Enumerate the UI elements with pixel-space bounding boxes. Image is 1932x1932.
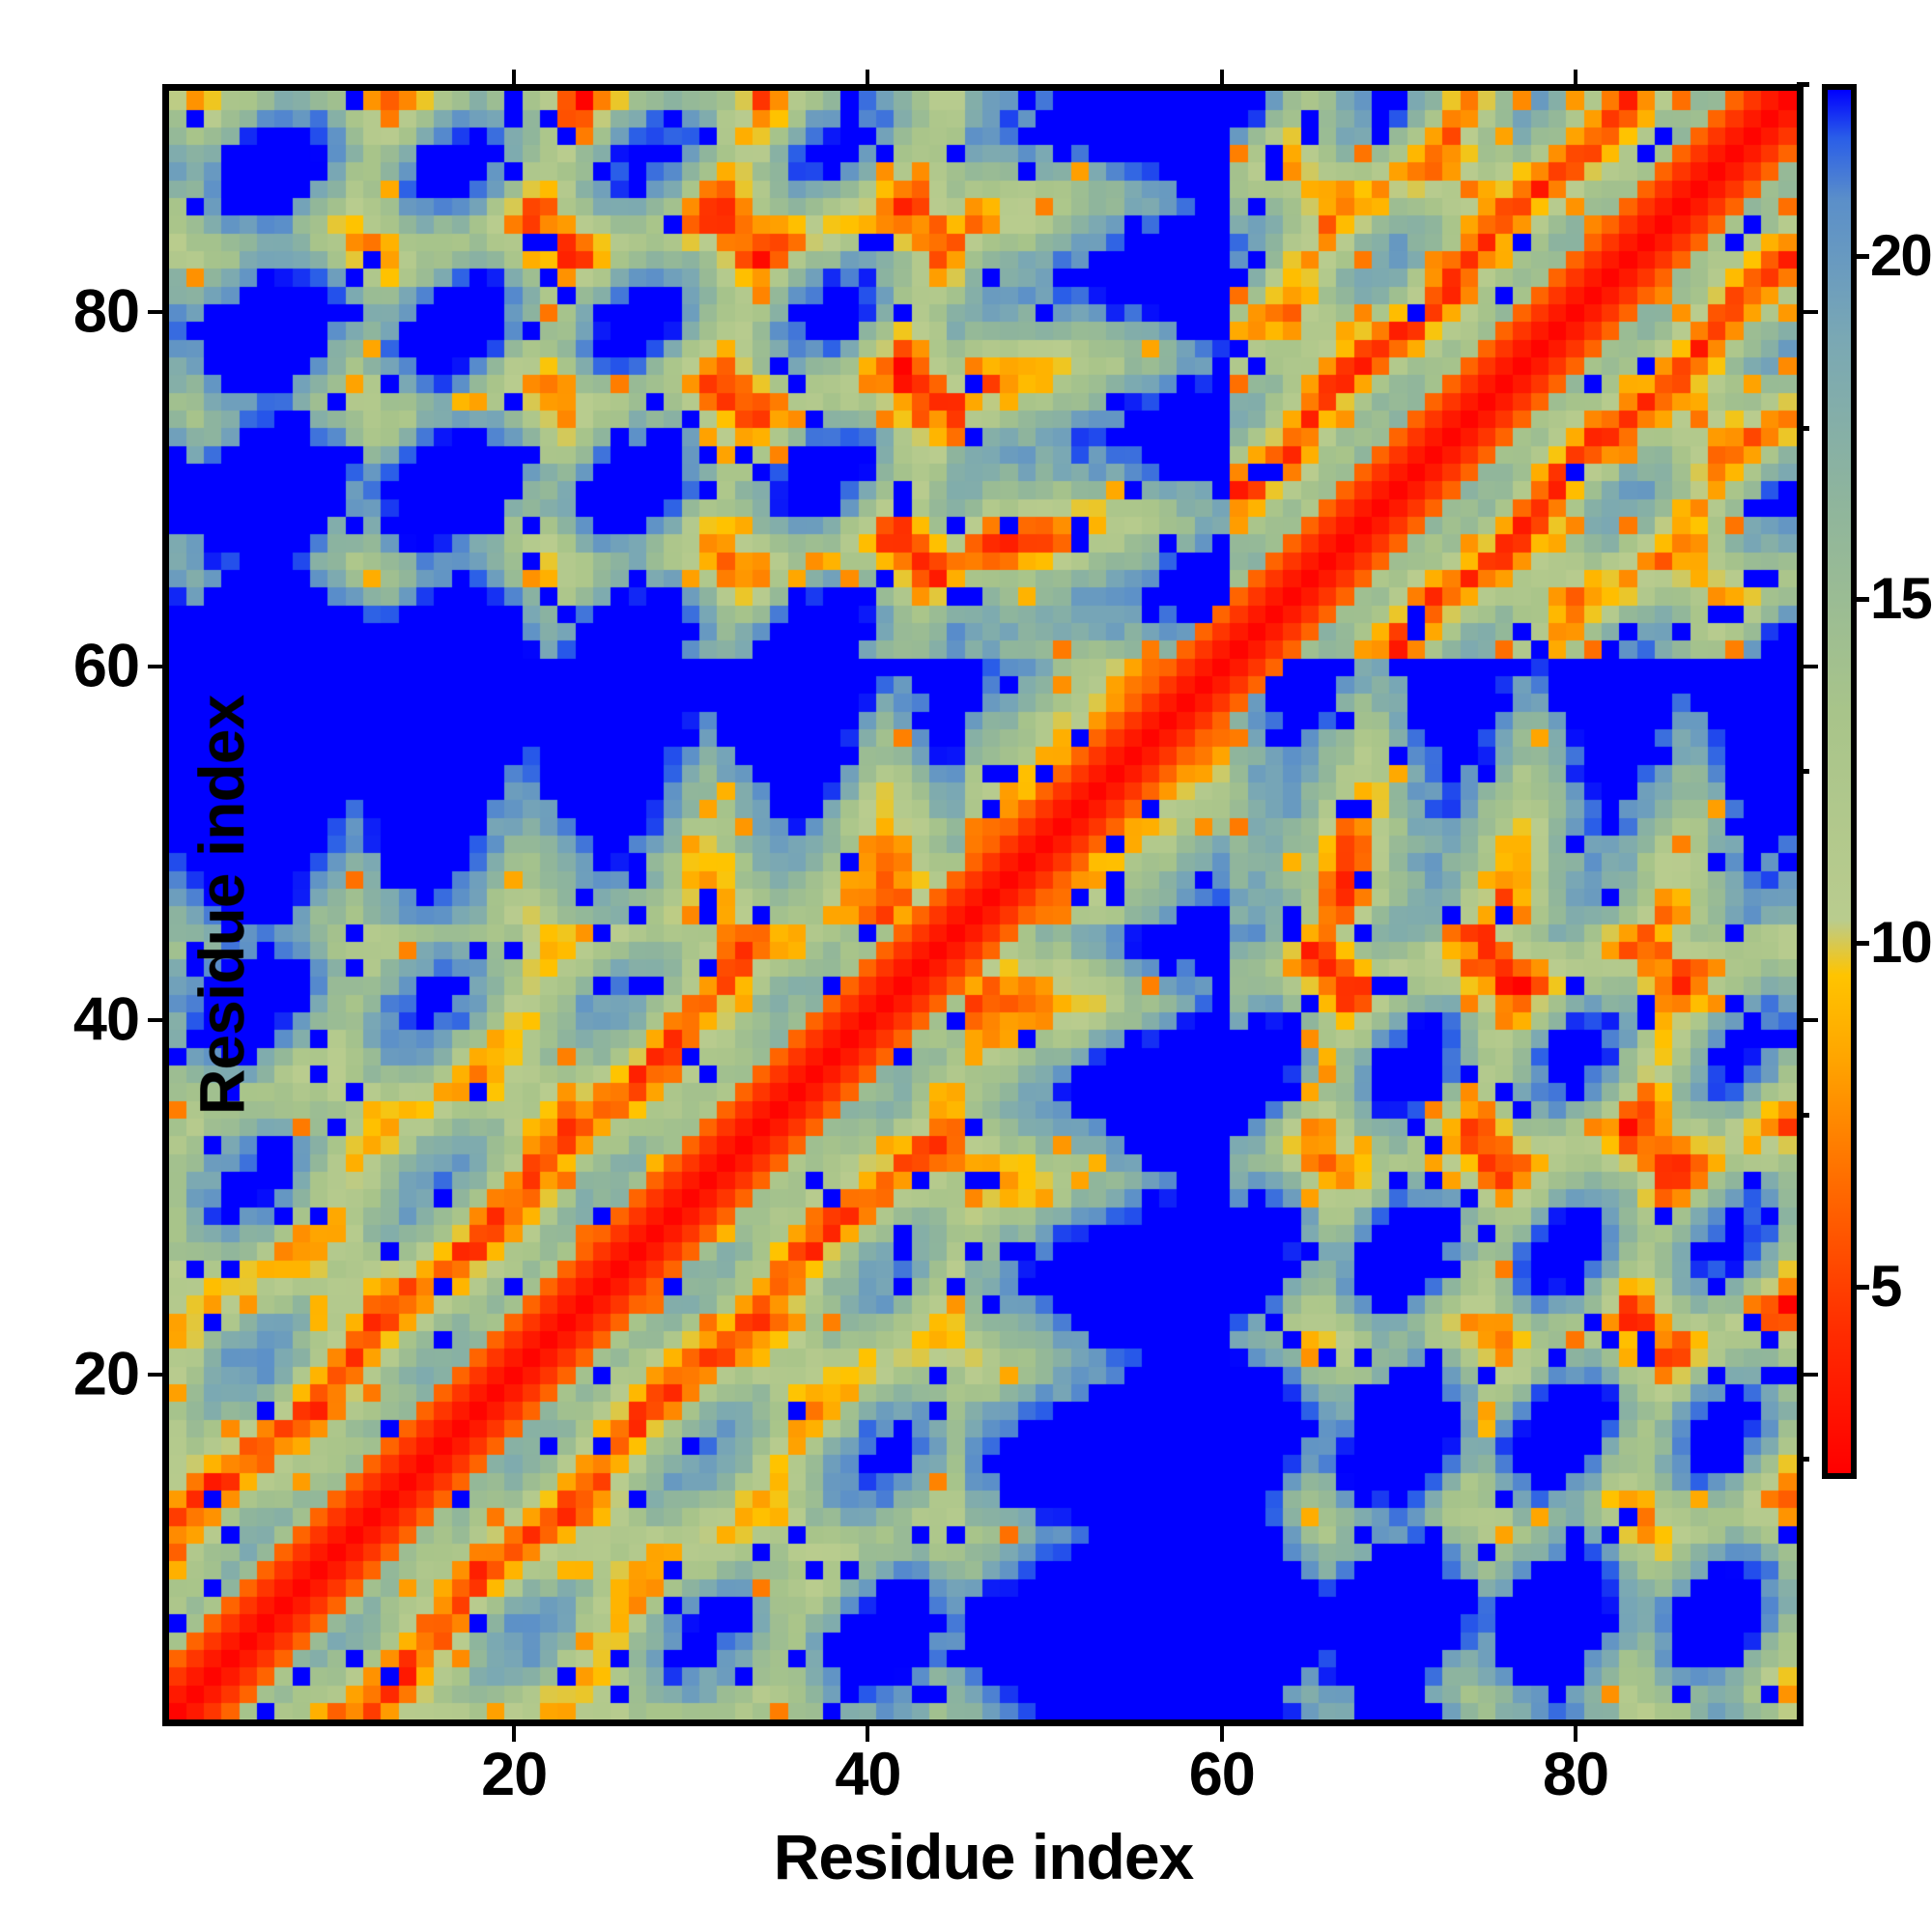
colorbar-minor-tick [1797, 425, 1809, 431]
y-axis-tick-label: 20 [72, 1340, 140, 1408]
x-axis-tick-label: 80 [1543, 1741, 1609, 1808]
y-axis-tick [148, 310, 162, 315]
colorbar-tick [1857, 1284, 1869, 1290]
x-axis-tick-label: 40 [835, 1741, 901, 1808]
y-axis-tick-label: 80 [72, 277, 140, 346]
y-axis-tick [1804, 1018, 1818, 1023]
y-axis-tick [148, 1372, 162, 1377]
y-axis-tick [1804, 310, 1818, 315]
colorbar-minor-tick [1797, 769, 1809, 775]
colorbar-tick [1857, 253, 1869, 259]
y-axis-tick [148, 1018, 162, 1023]
colorbar [1822, 84, 1857, 1479]
colorbar-minor-tick [1797, 1456, 1809, 1462]
x-axis-tick [1574, 1726, 1578, 1742]
x-axis-tick-label: 60 [1188, 1741, 1256, 1808]
y-axis-label: Residue index [185, 695, 258, 1116]
x-axis-tick [866, 1726, 870, 1742]
y-axis-tick [148, 664, 162, 668]
x-axis-tick [1219, 1726, 1224, 1742]
heatmap-plot-area [162, 84, 1804, 1726]
x-axis-tick-label: 20 [481, 1741, 548, 1808]
x-axis-tick [1574, 70, 1578, 84]
colorbar-minor-tick [1797, 1112, 1809, 1118]
x-axis-label: Residue index [773, 1821, 1194, 1892]
heatmap-canvas [169, 91, 1797, 1719]
x-axis-tick [512, 70, 517, 84]
colorbar-tick-label: 10 [1870, 910, 1932, 976]
y-axis-tick [1804, 1372, 1818, 1377]
y-axis-tick-label: 60 [72, 632, 140, 700]
colorbar-tick [1857, 597, 1869, 603]
x-axis-tick [866, 70, 870, 84]
colorbar-tick [1857, 941, 1869, 947]
x-axis-tick [512, 1726, 517, 1742]
y-axis-tick [1804, 664, 1818, 668]
colorbar-tick-label: 15 [1870, 566, 1932, 632]
colorbar-gradient [1828, 90, 1851, 1473]
colorbar-tick-label: 5 [1870, 1253, 1902, 1319]
x-axis-tick [1219, 70, 1224, 84]
y-axis-tick-label: 40 [72, 985, 140, 1054]
colorbar-minor-tick [1797, 82, 1809, 87]
colorbar-tick-label: 20 [1870, 222, 1932, 288]
